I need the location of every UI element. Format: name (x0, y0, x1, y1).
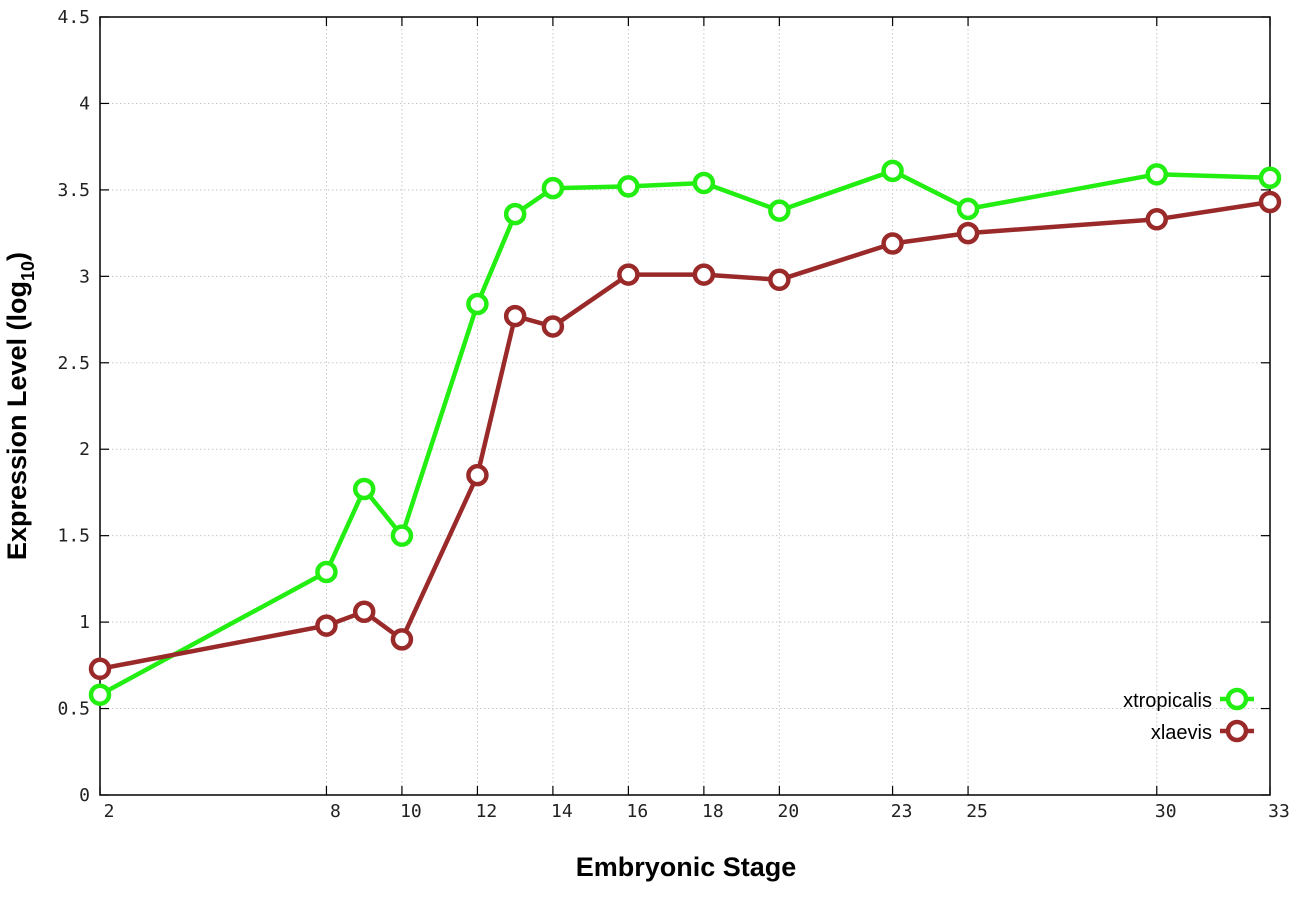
x-tick-label: 16 (627, 801, 649, 822)
data-point-xtropicalis (881, 159, 904, 183)
data-point-xlaevis (1258, 190, 1282, 214)
series-xlaevis (88, 190, 1282, 681)
data-point-xtropicalis (1258, 166, 1282, 190)
data-point-xlaevis (541, 315, 565, 338)
data-point-xlaevis (692, 263, 716, 286)
data-point-xtropicalis (617, 175, 640, 198)
x-tick-label: 14 (551, 801, 573, 822)
data-point-xlaevis (466, 463, 489, 487)
y-tick-label: 2 (79, 439, 90, 460)
data-point-xtropicalis (956, 197, 980, 221)
y-tick-label: 4 (79, 93, 90, 114)
axis-ticks: 0 0.5 1 1.5 2 2.5 3 3.5 4 4.5 2 8 10 12 14 16 18 20 23 25 30… (57, 7, 1289, 822)
x-tick-label: 25 (966, 801, 988, 822)
data-point-xtropicalis (692, 171, 716, 195)
data-point-xtropicalis (768, 199, 791, 222)
data-point-xlaevis (315, 614, 338, 637)
x-tick-label: 10 (400, 801, 422, 822)
data-point-xlaevis (617, 263, 640, 286)
y-tick-label: 4.5 (57, 7, 90, 28)
data-point-xtropicalis (541, 176, 565, 200)
data-point-xtropicalis (466, 292, 489, 316)
data-point-xlaevis (768, 268, 791, 292)
legend-label-xlaevis: xlaevis (1151, 722, 1212, 744)
grid (100, 17, 1270, 795)
y-axis-title-subscript: 10 (18, 261, 38, 281)
x-tick-label: 12 (476, 801, 498, 822)
data-point-xlaevis (503, 304, 527, 328)
x-tick-label: 20 (778, 801, 800, 822)
plot-frame (99, 16, 1271, 796)
data-point-xtropicalis (503, 202, 527, 226)
series (88, 159, 1282, 706)
data-point-xlaevis (881, 232, 904, 255)
x-tick-label: 2 (104, 801, 115, 822)
legend: xtropicalis xlaevis (1123, 687, 1254, 744)
x-axis-title: Embryonic Stage (576, 852, 797, 882)
data-point-xtropicalis (352, 477, 376, 501)
data-point-xlaevis (88, 657, 112, 681)
y-tick-label: 1 (79, 612, 90, 633)
data-point-xtropicalis (315, 560, 338, 584)
y-axis-title-suffix: ) (2, 252, 32, 261)
data-point-xlaevis (390, 628, 414, 651)
y-axis-title: Expression Level (log10) (2, 252, 38, 560)
y-tick-label: 3 (79, 266, 90, 287)
series-line-xtropicalis (98, 168, 1271, 697)
y-axis-title-main: Expression Level (log (2, 281, 32, 560)
legend-swatch-marker-xlaevis (1225, 719, 1249, 743)
x-tick-label: 8 (330, 801, 341, 822)
x-tick-label: 33 (1268, 801, 1290, 822)
legend-label-xtropicalis: xtropicalis (1123, 690, 1212, 712)
data-point-xlaevis (1145, 208, 1169, 231)
data-point-xtropicalis (1145, 163, 1169, 186)
data-point-xtropicalis (88, 683, 112, 706)
y-tick-label: 3.5 (57, 180, 90, 201)
y-tick-label: 2.5 (57, 353, 90, 374)
y-tick-label: 0.5 (57, 699, 90, 720)
legend-swatch-marker-xtropicalis (1225, 687, 1249, 711)
x-tick-label: 23 (891, 801, 913, 822)
data-point-xlaevis (352, 600, 376, 623)
x-tick-label: 18 (702, 801, 724, 822)
data-point-xtropicalis (390, 524, 414, 547)
x-tick-label: 30 (1155, 801, 1177, 822)
data-point-xlaevis (956, 221, 980, 245)
y-tick-label: 0 (79, 785, 90, 806)
series-xtropicalis (88, 159, 1282, 706)
y-tick-label: 1.5 (57, 526, 90, 547)
